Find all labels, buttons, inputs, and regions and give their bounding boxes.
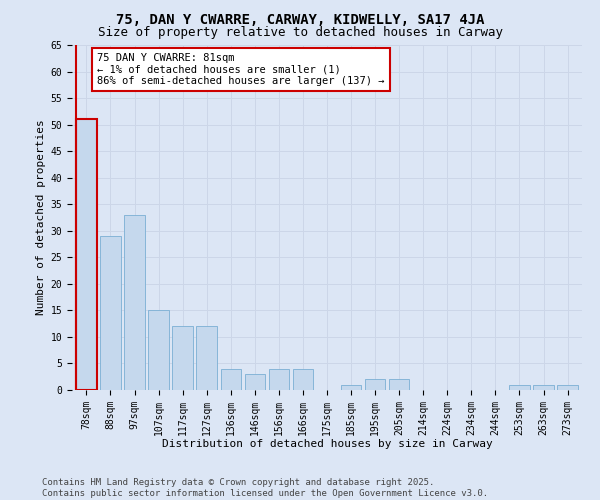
Bar	[509, 384, 530, 390]
Bar	[389, 380, 409, 390]
Bar	[245, 374, 265, 390]
Bar	[100, 236, 121, 390]
Bar	[172, 326, 193, 390]
Bar	[196, 326, 217, 390]
Bar	[293, 369, 313, 390]
Bar	[221, 369, 241, 390]
Bar	[365, 380, 385, 390]
Text: Contains HM Land Registry data © Crown copyright and database right 2025.
Contai: Contains HM Land Registry data © Crown c…	[42, 478, 488, 498]
Bar	[76, 120, 97, 390]
X-axis label: Distribution of detached houses by size in Carway: Distribution of detached houses by size …	[161, 439, 493, 449]
Text: Size of property relative to detached houses in Carway: Size of property relative to detached ho…	[97, 26, 503, 39]
Bar	[148, 310, 169, 390]
Bar	[533, 384, 554, 390]
Bar	[124, 215, 145, 390]
Bar	[269, 369, 289, 390]
Text: 75 DAN Y CWARRE: 81sqm
← 1% of detached houses are smaller (1)
86% of semi-detac: 75 DAN Y CWARRE: 81sqm ← 1% of detached …	[97, 53, 385, 86]
Bar	[341, 384, 361, 390]
Bar	[557, 384, 578, 390]
Text: 75, DAN Y CWARRE, CARWAY, KIDWELLY, SA17 4JA: 75, DAN Y CWARRE, CARWAY, KIDWELLY, SA17…	[116, 12, 484, 26]
Y-axis label: Number of detached properties: Number of detached properties	[37, 120, 46, 316]
